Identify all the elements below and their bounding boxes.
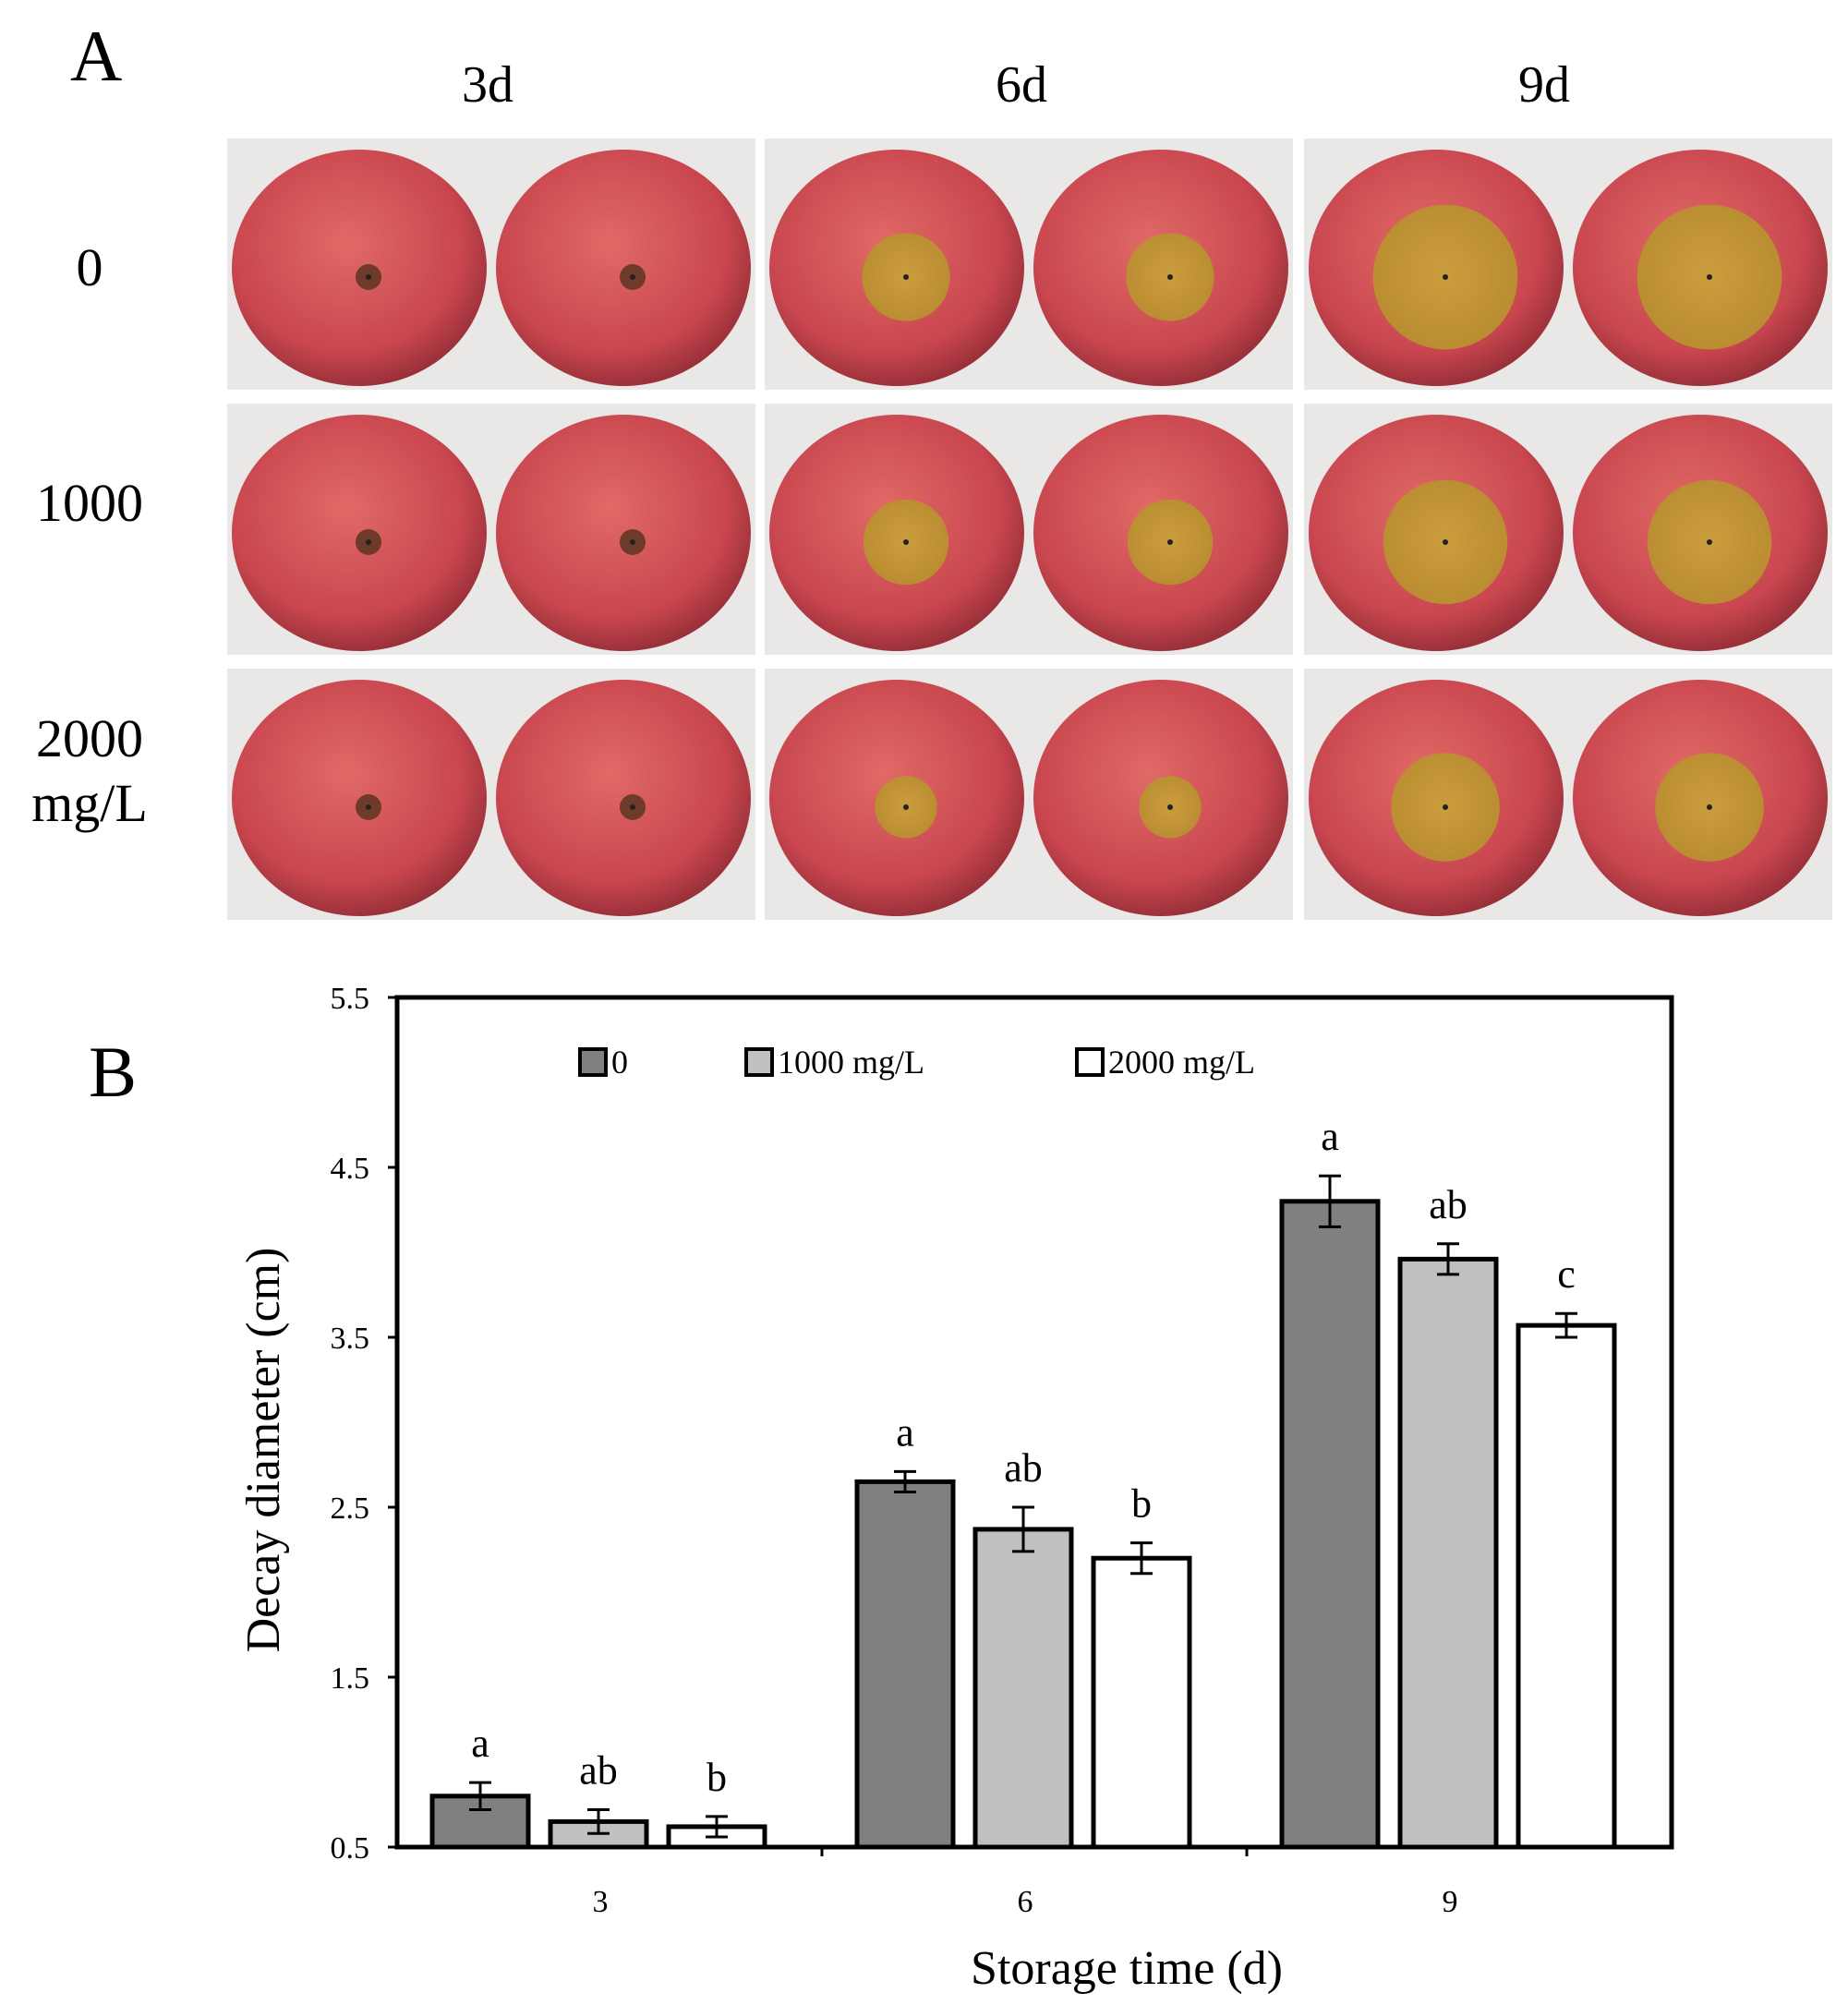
y-tick-label: 3.5 [331,1322,370,1356]
row-label-line: mg/L [31,772,148,833]
significance-letter: ab [1429,1182,1468,1227]
plot-area: 0.5 1.5 2.5 3.5 4.5 5.5 3 a ab b 6 a ab b 9 a ab c 0 1000 m… [331,982,1674,1919]
significance-letter: a [1321,1114,1339,1159]
column-header-6d: 6d [996,56,1047,114]
legend-entry: 2000 mg/L [1108,1044,1255,1081]
significance-letter: b [707,1755,727,1800]
legend-swatch [1075,1047,1105,1077]
y-tick-label: 0.5 [331,1831,370,1866]
significance-letter: c [1557,1251,1576,1297]
bar-1000-mg-L [972,1527,1074,1850]
y-axis-label: Decay diameter (cm) [237,1248,290,1653]
row-label-line: 0 [76,237,103,297]
significance-letter: b [1131,1481,1152,1527]
apple-photo [227,669,755,920]
significance-letter: ab [579,1748,618,1794]
row-label-1000: 1000 [0,471,187,536]
apple-photo [227,139,755,390]
significance-letter: a [471,1721,489,1766]
y-tick-label: 4.5 [331,1152,370,1186]
bar-2000-mg-L [1091,1555,1192,1850]
bar-0 [854,1479,956,1850]
apple-photo [765,139,1293,390]
row-label-line: 2000 [36,708,143,768]
apple-photo [227,404,755,655]
significance-letter: a [896,1409,914,1455]
bar-0 [1279,1199,1381,1850]
row-label-0: 0 [0,236,187,300]
apple-photo [765,404,1293,655]
legend-entry: 0 [611,1044,628,1081]
column-header-3d: 3d [462,56,513,114]
x-tick-label: 6 [1018,1885,1033,1919]
y-tick-label: 5.5 [331,982,370,1016]
x-tick-label: 9 [1443,1885,1458,1919]
x-tick-label: 3 [593,1885,609,1919]
significance-letter: ab [1004,1445,1043,1491]
bar-1000-mg-L [1397,1256,1499,1850]
apple-photo [765,669,1293,920]
row-label-2000: 2000 mg/L [0,707,187,835]
column-header-9d: 9d [1518,56,1570,114]
bar-2000-mg-L [1516,1323,1617,1850]
apple-photo [1304,669,1832,920]
panel-a-letter: A [70,16,123,96]
y-tick-label: 2.5 [331,1492,370,1526]
decay-diameter-bar-chart: Decay diameter (cm) Storage time (d) 0.5… [237,982,1674,1995]
legend-swatch [744,1047,774,1077]
legend-swatch [578,1047,608,1077]
panel-b-letter: B [89,1032,138,1112]
apple-photo [1304,139,1832,390]
row-label-line: 1000 [36,473,143,533]
x-axis-label: Storage time (d) [971,1942,1283,1995]
y-tick-label: 1.5 [331,1661,370,1696]
legend-entry: 1000 mg/L [778,1044,924,1081]
apple-photo [1304,404,1832,655]
